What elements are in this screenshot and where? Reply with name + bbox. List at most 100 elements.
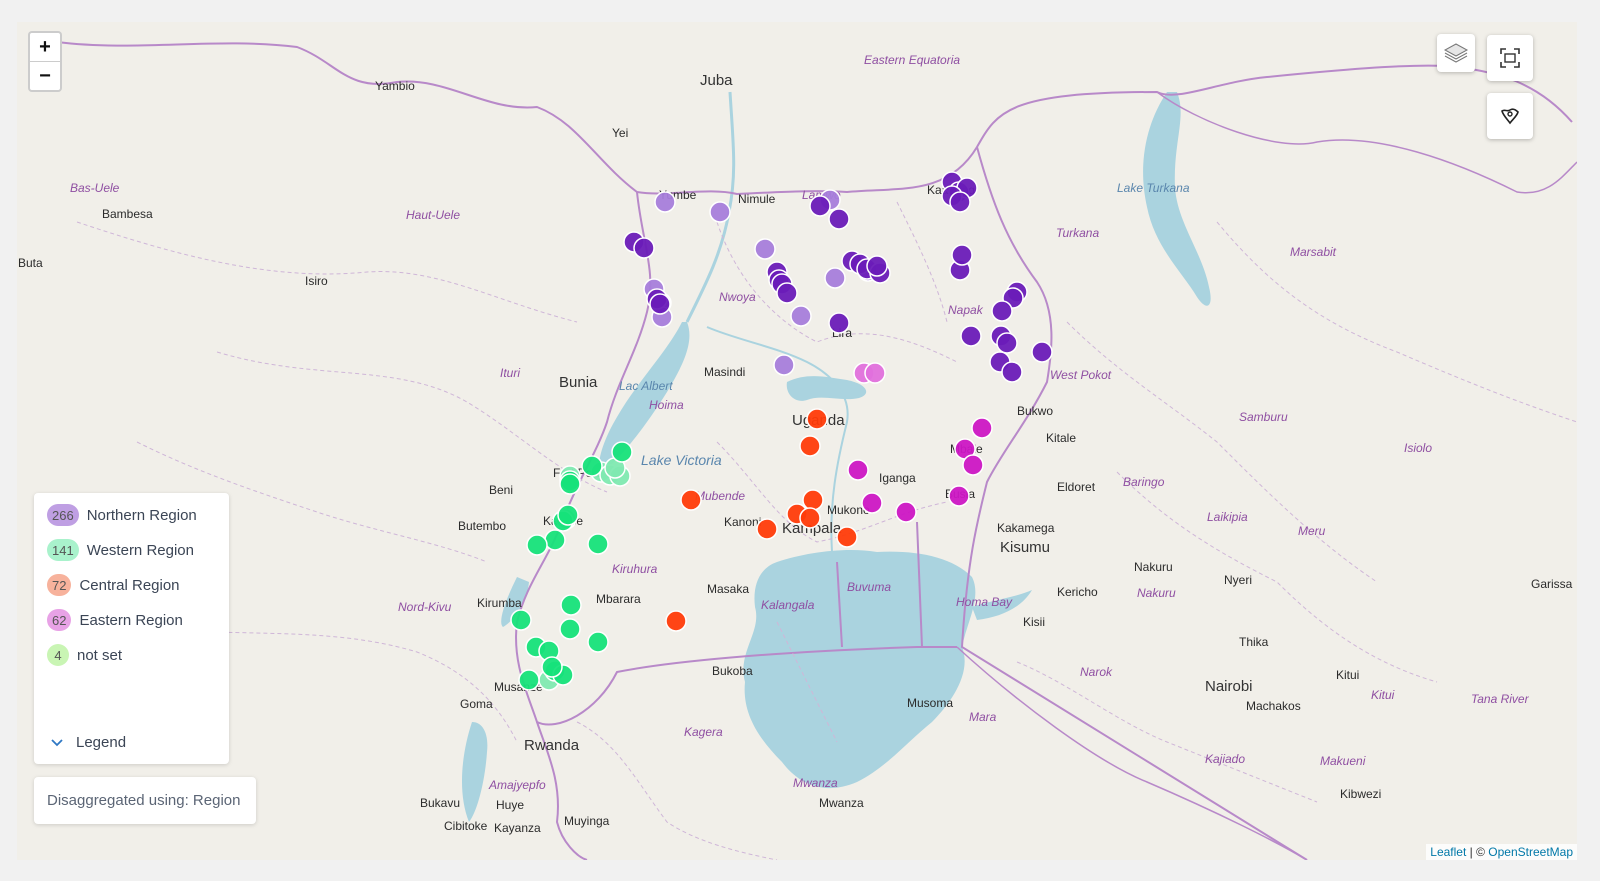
marker-western-78[interactable]: [559, 618, 581, 640]
chevron-down-icon: [51, 738, 63, 746]
place-label: Kisii: [1023, 615, 1046, 629]
basemap: [56, 41, 1577, 860]
marker-northern-8[interactable]: [824, 267, 846, 289]
map-canvas[interactable]: Juba Yambio Yei Yumbe Nimule Bambesa Buta Isiro…: [17, 22, 1577, 860]
marker-western-86[interactable]: [541, 656, 563, 678]
legend-toggle-label: Legend: [76, 734, 127, 751]
marker-eastern-47[interactable]: [962, 454, 984, 476]
place-label: Goma: [460, 697, 493, 711]
marker-eastern-44[interactable]: [864, 362, 886, 384]
marker-northern-41[interactable]: [1001, 361, 1023, 383]
marker-northern-28[interactable]: [866, 255, 888, 277]
marker-northern-12[interactable]: [633, 237, 655, 259]
marker-northern-42[interactable]: [1031, 341, 1053, 363]
marker-layer[interactable]: [17, 22, 1577, 860]
marker-northern-14[interactable]: [649, 293, 671, 315]
place-label: Laikipia: [1207, 510, 1248, 524]
marker-northern-21[interactable]: [949, 191, 971, 213]
attribution-separator: | ©: [1466, 845, 1489, 859]
place-label: Bukwo: [1017, 404, 1054, 418]
marker-northern-32[interactable]: [776, 282, 798, 304]
place-label: Buta: [18, 256, 43, 270]
layers-button[interactable]: [1437, 34, 1475, 72]
marker-northern-7[interactable]: [790, 305, 812, 327]
marker-northern-33[interactable]: [828, 312, 850, 334]
lake-boundary: [836, 521, 923, 648]
place-label: Mukono: [827, 503, 870, 517]
place-label: Bambesa: [102, 207, 153, 221]
marker-central-60[interactable]: [665, 610, 687, 632]
place-label: Mbarara: [596, 592, 641, 606]
marker-northern-0[interactable]: [654, 191, 676, 213]
map-attribution: Leaflet | © OpenStreetMap: [1426, 844, 1577, 860]
marker-central-58[interactable]: [756, 518, 778, 540]
marker-western-68[interactable]: [611, 441, 633, 463]
marker-western-79[interactable]: [510, 609, 532, 631]
marker-eastern-50[interactable]: [895, 501, 917, 523]
marker-northern-38[interactable]: [960, 325, 982, 347]
marker-central-59[interactable]: [836, 526, 858, 548]
marker-western-77[interactable]: [560, 594, 582, 616]
marker-northern-23[interactable]: [951, 244, 973, 266]
legend-item[interactable]: 62 Eastern Region: [47, 609, 183, 631]
legend-item[interactable]: 72 Central Region: [47, 574, 180, 596]
marker-western-82[interactable]: [587, 631, 609, 653]
marker-western-69[interactable]: [581, 455, 603, 477]
place-label: Iganga: [879, 471, 916, 485]
place-label: Meru: [1298, 524, 1326, 538]
marker-central-52[interactable]: [806, 408, 828, 430]
legend-item[interactable]: 141 Western Region: [47, 539, 194, 561]
marker-western-76[interactable]: [587, 533, 609, 555]
marker-western-85[interactable]: [518, 669, 540, 691]
marker-western-74[interactable]: [544, 529, 566, 551]
place-label: Lac Albert: [619, 379, 673, 393]
place-label: Buvuma: [847, 580, 892, 594]
place-label: Kitale: [1046, 431, 1077, 445]
place-label: Kericho: [1057, 585, 1098, 599]
marker-northern-37[interactable]: [991, 300, 1013, 322]
boundary-toggle-button[interactable]: [1487, 93, 1533, 139]
leaflet-link[interactable]: Leaflet: [1430, 845, 1467, 859]
marker-northern-15[interactable]: [809, 195, 831, 217]
place-label: Kiruhura: [612, 562, 658, 576]
place-label: Ituri: [500, 366, 521, 380]
marker-eastern-51[interactable]: [948, 485, 970, 507]
admin-boundaries: [76, 201, 1577, 860]
layers-icon: [1443, 43, 1469, 63]
marker-eastern-49[interactable]: [861, 492, 883, 514]
boundary-east: [960, 146, 1308, 860]
place-label: Amajyepfo: [489, 778, 546, 792]
place-label: Kanoni: [724, 515, 762, 529]
lake-victoria: [743, 550, 976, 789]
place-label: Rwanda: [524, 737, 580, 754]
legend-item[interactable]: 266 Northern Region: [47, 504, 197, 526]
marker-northern-39[interactable]: [996, 332, 1018, 354]
legend-item[interactable]: 4 not set: [47, 644, 122, 666]
marker-central-57[interactable]: [799, 507, 821, 529]
marker-eastern-48[interactable]: [847, 459, 869, 481]
marker-central-53[interactable]: [799, 435, 821, 457]
place-label: Nimule: [738, 192, 776, 206]
place-label: Kirumba: [477, 596, 522, 610]
disaggregation-text: Disaggregated using: Region: [47, 792, 241, 809]
legend-label: not set: [77, 646, 123, 664]
marker-central-54[interactable]: [680, 489, 702, 511]
marker-northern-1[interactable]: [709, 201, 731, 223]
marker-western-73[interactable]: [557, 504, 579, 526]
zoom-out-button[interactable]: −: [30, 61, 60, 90]
legend-toggle[interactable]: Legend: [50, 734, 126, 751]
marker-western-71[interactable]: [559, 473, 581, 495]
osm-link[interactable]: OpenStreetMap: [1488, 845, 1573, 859]
place-label: Mwanza: [819, 796, 864, 810]
boundary-north: [56, 41, 1573, 196]
place-label: Hoima: [649, 398, 684, 412]
place-label: Kitui: [1371, 688, 1395, 702]
marker-northern-2[interactable]: [754, 238, 776, 260]
marker-northern-16[interactable]: [828, 208, 850, 230]
marker-western-75[interactable]: [526, 534, 548, 556]
marker-central-55[interactable]: [802, 489, 824, 511]
marker-northern-6[interactable]: [773, 354, 795, 376]
zoom-in-button[interactable]: +: [39, 36, 51, 58]
fullscreen-button[interactable]: [1487, 35, 1533, 81]
marker-eastern-45[interactable]: [971, 417, 993, 439]
